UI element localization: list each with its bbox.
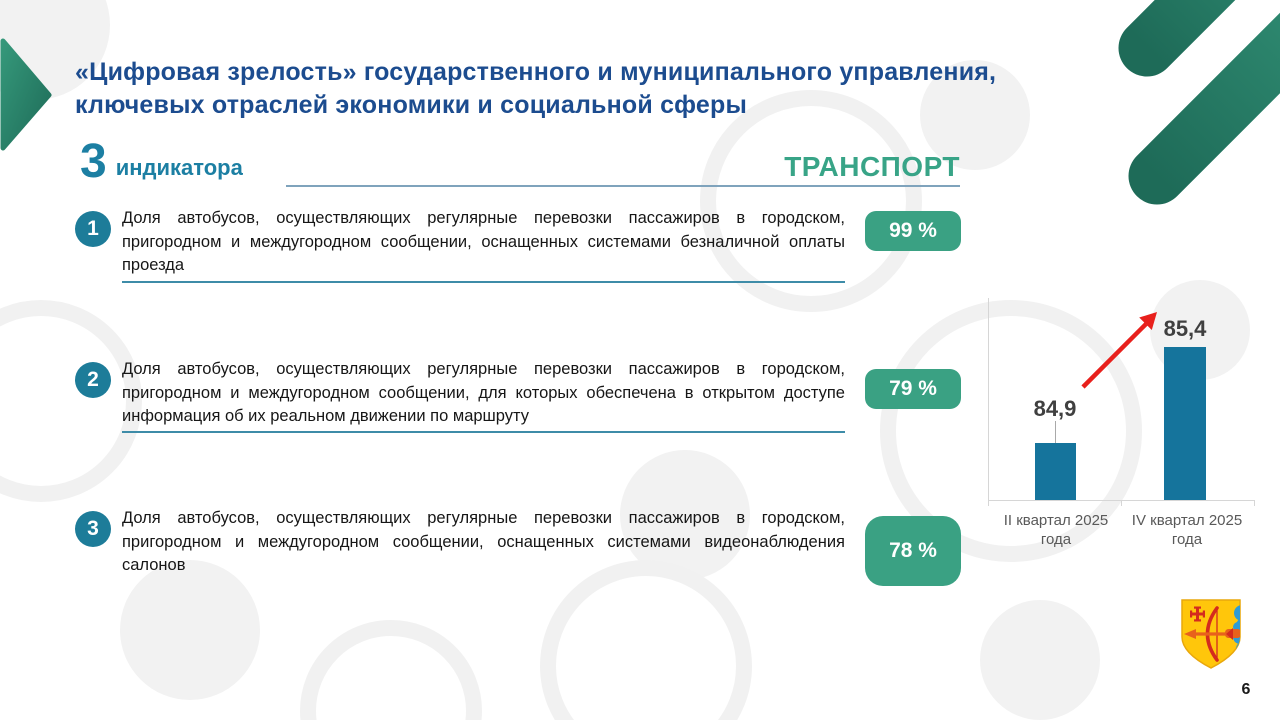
indicator-text: Доля автобусов, осуществляющих регулярны… [122, 360, 845, 425]
bar-q2-2025 [1035, 443, 1076, 500]
watermark-ring [540, 560, 752, 720]
cross-icon [1190, 606, 1205, 622]
indicator-text: Доля автобусов, осуществляющих регулярны… [122, 209, 845, 274]
green-stripe-shape [1118, 0, 1236, 77]
watermark-ring [300, 620, 482, 720]
kirov-coat-of-arms-icon [1181, 599, 1241, 669]
value-badge: 99 % [865, 211, 961, 251]
item-divider [122, 431, 845, 433]
item-number-badge: 2 [75, 362, 111, 398]
bar-q4-2025 [1164, 347, 1206, 500]
indicator-text: Доля автобусов, осуществляющих регулярны… [122, 509, 845, 574]
value-badge: 78 % [865, 516, 961, 586]
value-badge: 79 % [865, 369, 961, 409]
axis-tick [1254, 500, 1255, 506]
page-number: 6 [1241, 681, 1251, 698]
watermark-ring [700, 90, 922, 312]
indicators-count: 3 [80, 135, 107, 188]
watermark-ring [0, 300, 142, 502]
section-title: ТРАНСПОРТ [784, 151, 960, 182]
item-number-badge: 1 [75, 211, 111, 247]
slide-title: «Цифровая зрелость» государственного и м… [75, 58, 997, 119]
green-triangle-shape [0, 38, 52, 151]
chart-left-axis [988, 298, 989, 506]
bar-value-label: 84,9 [1033, 396, 1077, 421]
watermark-dot [980, 600, 1100, 720]
item-divider [122, 281, 845, 283]
watermark-dot [120, 560, 260, 700]
indicators-header: 3 индикатора [80, 138, 243, 186]
bar-value-label: 85,4 [1163, 316, 1207, 341]
fletching-icon [1226, 628, 1233, 640]
header-divider [286, 185, 960, 187]
arrowhead-icon [1184, 629, 1196, 639]
category-label: II квартал 2025 года [1003, 512, 1109, 548]
label-leader-line [1055, 421, 1056, 443]
indicators-label: индикатора [115, 155, 243, 180]
green-stripe-shape [1128, 12, 1280, 205]
category-label: IV квартал 2025 года [1131, 512, 1243, 548]
item-number-badge: 3 [75, 511, 111, 547]
axis-tick [1121, 500, 1122, 506]
